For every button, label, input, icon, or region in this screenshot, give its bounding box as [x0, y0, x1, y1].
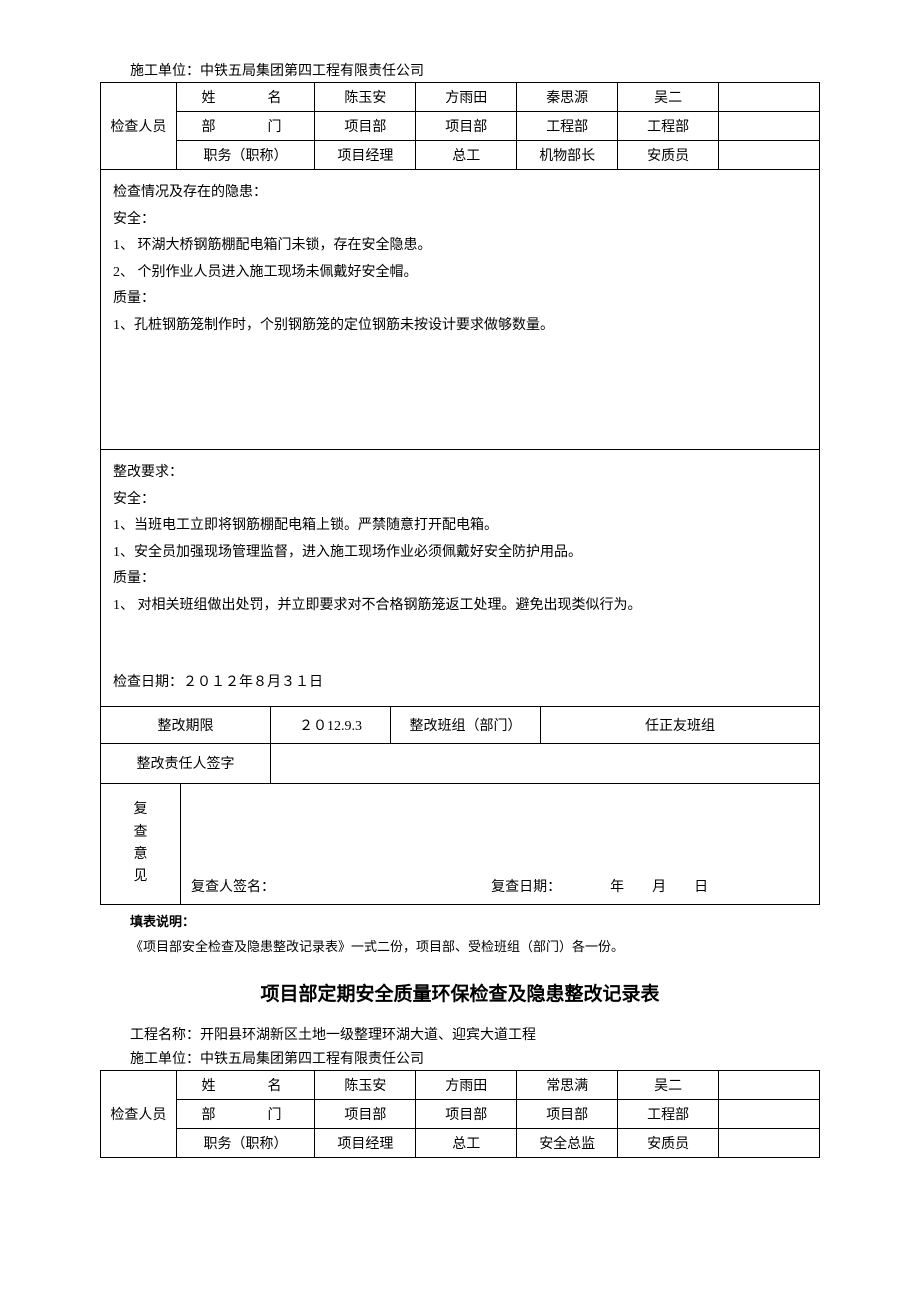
issues-box: 检查情况及存在的隐患： 安全： 1、 环湖大桥钢筋棚配电箱门未锁，存在安全隐患。… — [100, 170, 820, 450]
inspectors-rowheader-2: 检查人员 — [101, 1070, 177, 1157]
inspectors-rowheader: 检查人员 — [101, 83, 177, 170]
issues-quality-label: 质量： — [113, 286, 807, 313]
cell: 吴二 — [618, 83, 719, 112]
cell: 安质员 — [618, 1128, 719, 1157]
cell: 项目部 — [315, 112, 416, 141]
cell: 总工 — [416, 1128, 517, 1157]
review-label: 复查意见 — [101, 784, 181, 904]
requirements-safety-item: 1、安全员加强现场管理监督，进入施工现场作业必须佩戴好安全防护用品。 — [113, 540, 807, 567]
cell: 陈玉安 — [315, 1070, 416, 1099]
cell — [719, 1128, 820, 1157]
row-label-dept-2: 部 门 — [176, 1099, 315, 1128]
row-label-title: 职务（职称） — [176, 141, 315, 170]
review-signer-label: 复查人签名： — [191, 876, 488, 896]
project-label: 工程名称： — [130, 1028, 200, 1043]
cell: 机物部长 — [517, 141, 618, 170]
row-label-name-2: 姓 名 — [176, 1070, 315, 1099]
cell — [719, 83, 820, 112]
note-title: 填表说明： — [100, 911, 820, 930]
row-label-dept: 部 门 — [176, 112, 315, 141]
deadline-value: ２０12.9.3 — [271, 707, 391, 743]
inspectors-table-1: 检查人员 姓 名 陈玉安 方雨田 秦思源 吴二 部 门 项目部 项目部 工程部 … — [100, 82, 820, 170]
issues-safety-item: 2、 个别作业人员进入施工现场未佩戴好安全帽。 — [113, 260, 807, 287]
note-line: 《项目部安全检查及隐患整改记录表》一式二份，项目部、受检班组（部门）各一份。 — [100, 936, 820, 955]
row-label-title-2: 职务（职称） — [176, 1128, 315, 1157]
signoff-label: 整改责任人签字 — [101, 744, 271, 784]
cell: 方雨田 — [416, 83, 517, 112]
requirements-quality-item: 1、 对相关班组做出处罚，并立即要求对不合格钢筋笼返工处理。避免出现类似行为。 — [113, 593, 807, 620]
cell — [719, 1099, 820, 1128]
requirements-quality-label: 质量： — [113, 566, 807, 593]
cell: 工程部 — [517, 112, 618, 141]
team-value: 任正友班组 — [541, 707, 820, 743]
project-name: 开阳县环湖新区土地一级整理环湖大道、迎宾大道工程 — [200, 1028, 536, 1043]
section-title: 项目部定期安全质量环保检查及隐患整改记录表 — [100, 979, 820, 1006]
requirements-box: 整改要求： 安全： 1、当班电工立即将钢筋棚配电箱上锁。严禁随意打开配电箱。 1… — [100, 450, 820, 707]
review-label-text: 复查意见 — [107, 799, 174, 889]
issues-header: 检查情况及存在的隐患： — [113, 180, 807, 207]
cell: 常思满 — [517, 1070, 618, 1099]
cell — [719, 1070, 820, 1099]
cell: 项目部 — [416, 112, 517, 141]
cell: 项目部 — [517, 1099, 618, 1128]
cell: 安质员 — [618, 141, 719, 170]
cell — [719, 141, 820, 170]
issues-quality-item: 1、孔桩钢筋笼制作时，个别钢筋笼的定位钢筋未按设计要求做够数量。 — [113, 313, 807, 340]
deadline-table: 整改期限 ２０12.9.3 整改班组（部门） 任正友班组 — [100, 707, 820, 744]
check-date: 检查日期：２０１２年８月３１日 — [113, 670, 807, 697]
cell: 总工 — [416, 141, 517, 170]
requirements-header: 整改要求： — [113, 460, 807, 487]
cell: 秦思源 — [517, 83, 618, 112]
deadline-label: 整改期限 — [101, 707, 271, 743]
requirements-safety-label: 安全： — [113, 487, 807, 514]
cell: 项目经理 — [315, 1128, 416, 1157]
cell: 工程部 — [618, 112, 719, 141]
review-table: 复查意见 复查人签名： 复查日期： 年 月 日 — [100, 784, 820, 905]
signoff-table: 整改责任人签字 — [100, 744, 820, 785]
company-label: 施工单位： — [130, 64, 200, 79]
company-name-2: 中铁五局集团第四工程有限责任公司 — [200, 1052, 424, 1067]
row-label-name: 姓 名 — [176, 83, 315, 112]
cell: 吴二 — [618, 1070, 719, 1099]
inspectors-table-2: 检查人员 姓 名 陈玉安 方雨田 常思满 吴二 部 门 项目部 项目部 项目部 … — [100, 1070, 820, 1158]
cell: 陈玉安 — [315, 83, 416, 112]
company-name: 中铁五局集团第四工程有限责任公司 — [200, 64, 424, 79]
requirements-safety-item: 1、当班电工立即将钢筋棚配电箱上锁。严禁随意打开配电箱。 — [113, 513, 807, 540]
cell: 工程部 — [618, 1099, 719, 1128]
company-line-2: 施工单位：中铁五局集团第四工程有限责任公司 — [100, 1048, 820, 1068]
team-label: 整改班组（部门） — [391, 707, 541, 743]
cell — [719, 112, 820, 141]
cell: 安全总监 — [517, 1128, 618, 1157]
cell: 项目经理 — [315, 141, 416, 170]
issues-safety-label: 安全： — [113, 207, 807, 234]
cell: 项目部 — [315, 1099, 416, 1128]
company-label-2: 施工单位： — [130, 1052, 200, 1067]
project-line: 工程名称：开阳县环湖新区土地一级整理环湖大道、迎宾大道工程 — [100, 1024, 820, 1044]
company-line: 施工单位：中铁五局集团第四工程有限责任公司 — [100, 60, 820, 80]
signoff-value — [271, 744, 820, 784]
cell: 方雨田 — [416, 1070, 517, 1099]
review-date-label: 复查日期： 年 月 日 — [491, 876, 800, 896]
issues-safety-item: 1、 环湖大桥钢筋棚配电箱门未锁，存在安全隐患。 — [113, 233, 807, 260]
cell: 项目部 — [416, 1099, 517, 1128]
review-body: 复查人签名： 复查日期： 年 月 日 — [181, 784, 820, 904]
